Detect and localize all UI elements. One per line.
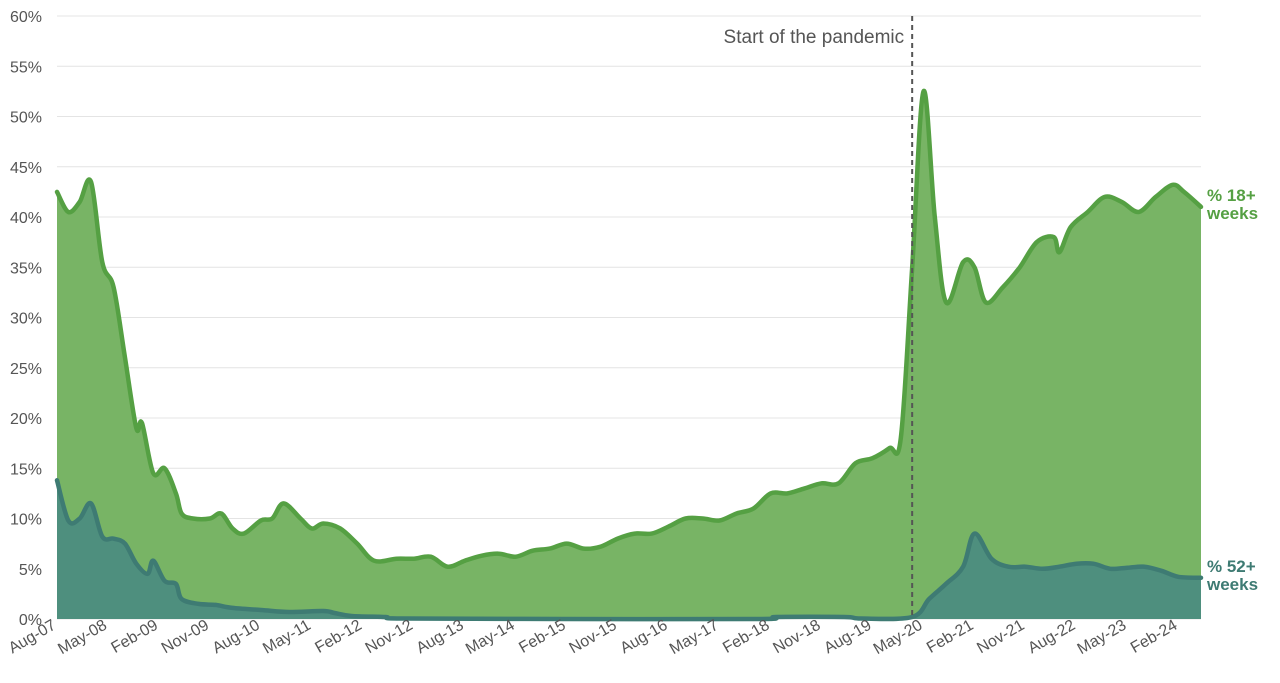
x-tick-label: Aug-10 xyxy=(210,617,263,658)
series-52-weeks-label: % 52+ xyxy=(1207,557,1256,576)
x-tick-label: May-17 xyxy=(667,617,722,658)
x-tick-label: Feb-15 xyxy=(516,617,568,657)
x-tick-label: Aug-19 xyxy=(821,617,874,658)
y-tick-label: 0% xyxy=(19,612,42,629)
y-tick-label: 40% xyxy=(10,210,42,227)
series-18-weeks-line xyxy=(54,89,1204,569)
y-axis-tick-labels: 0% 5% 10% 15% 20% 25% 30% 35% 40% 45% 50% 55% 60% xyxy=(10,9,42,629)
series-areas xyxy=(57,90,1201,620)
series-52-weeks-line xyxy=(54,478,1204,622)
x-tick-label: Feb-24 xyxy=(1128,617,1180,657)
y-tick-label: 25% xyxy=(10,361,42,378)
x-tick-label: May-23 xyxy=(1075,617,1130,658)
y-tick-label: 10% xyxy=(10,512,42,529)
series-lines xyxy=(54,89,1204,622)
pandemic-annotation-label: Start of the pandemic xyxy=(724,27,905,48)
y-tick-label: 15% xyxy=(10,461,42,478)
y-tick-label: 60% xyxy=(10,9,42,26)
x-axis-tick-labels: Aug-07May-08Feb-09Nov-09Aug-10May-11Feb-… xyxy=(6,617,1181,658)
x-tick-label: Feb-21 xyxy=(924,617,976,657)
y-tick-label: 20% xyxy=(10,411,42,428)
y-tick-label: 35% xyxy=(10,260,42,277)
series-18-weeks-label: weeks xyxy=(1206,204,1258,223)
x-tick-label: Aug-16 xyxy=(617,617,670,658)
pandemic-annotation: Start of the pandemic xyxy=(724,16,914,619)
x-tick-label: Nov-12 xyxy=(363,617,416,658)
y-tick-label: 5% xyxy=(19,562,42,579)
x-tick-label: May-11 xyxy=(260,617,314,658)
series-18-weeks-area xyxy=(57,90,1201,619)
x-tick-label: Nov-09 xyxy=(159,617,212,658)
x-tick-label: Aug-22 xyxy=(1025,617,1078,658)
x-tick-label: Nov-15 xyxy=(567,617,620,658)
x-tick-label: May-14 xyxy=(463,617,518,658)
series-52-weeks-label: weeks xyxy=(1206,575,1258,594)
gridlines xyxy=(57,15,1201,620)
x-tick-label: Aug-13 xyxy=(414,617,467,658)
y-tick-label: 30% xyxy=(10,311,42,328)
x-tick-label: May-20 xyxy=(871,617,926,658)
series-end-labels: % 18+weeks% 52+weeks xyxy=(1206,186,1258,594)
series-52-weeks-area xyxy=(57,480,1201,620)
x-tick-label: Nov-21 xyxy=(974,617,1027,658)
x-tick-label: Feb-12 xyxy=(312,617,364,657)
x-tick-label: Nov-18 xyxy=(770,617,823,658)
y-tick-label: 45% xyxy=(10,160,42,177)
x-tick-label: Feb-18 xyxy=(720,617,772,657)
x-tick-label: Feb-09 xyxy=(109,617,161,657)
series-18-weeks-label: % 18+ xyxy=(1207,186,1256,205)
y-tick-label: 55% xyxy=(10,59,42,76)
y-tick-label: 50% xyxy=(10,110,42,127)
x-tick-label: May-08 xyxy=(55,617,110,658)
